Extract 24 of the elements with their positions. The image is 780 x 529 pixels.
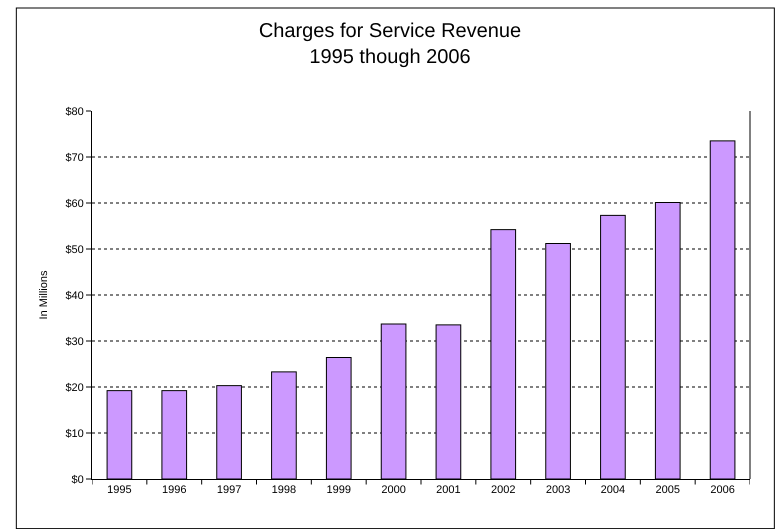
x-tick-label: 2005 [656, 484, 680, 496]
x-tick-label: 2004 [600, 484, 626, 496]
y-tick-label: $30 [65, 336, 84, 348]
y-tick-label: $80 [65, 106, 84, 118]
y-tick-label: $10 [65, 428, 84, 440]
chart-title: Charges for Service Revenue [258, 20, 522, 42]
y-tick-label: $0 [72, 474, 84, 486]
x-tick-label: 2001 [436, 484, 461, 496]
x-tick-label: 1997 [216, 484, 242, 496]
x-tick-label: 1996 [162, 484, 186, 496]
x-tick-label: 2000 [381, 484, 406, 496]
x-tick-label: 2002 [491, 484, 516, 496]
x-tick-label: 2006 [710, 484, 735, 496]
x-tick-label: 1995 [107, 484, 132, 496]
x-tick-label: 2003 [546, 484, 570, 496]
chart-subtitle: 1995 though 2006 [309, 46, 471, 68]
y-tick-label: $50 [65, 244, 84, 256]
y-tick-label: $60 [65, 198, 84, 210]
y-tick-label: $40 [65, 290, 84, 302]
x-tick-label: 1998 [272, 484, 296, 496]
y-axis-title: In Millions [38, 270, 50, 320]
y-tick-label: $20 [65, 382, 84, 394]
y-tick-label: $70 [65, 152, 84, 164]
x-tick-label: 1999 [326, 484, 351, 496]
